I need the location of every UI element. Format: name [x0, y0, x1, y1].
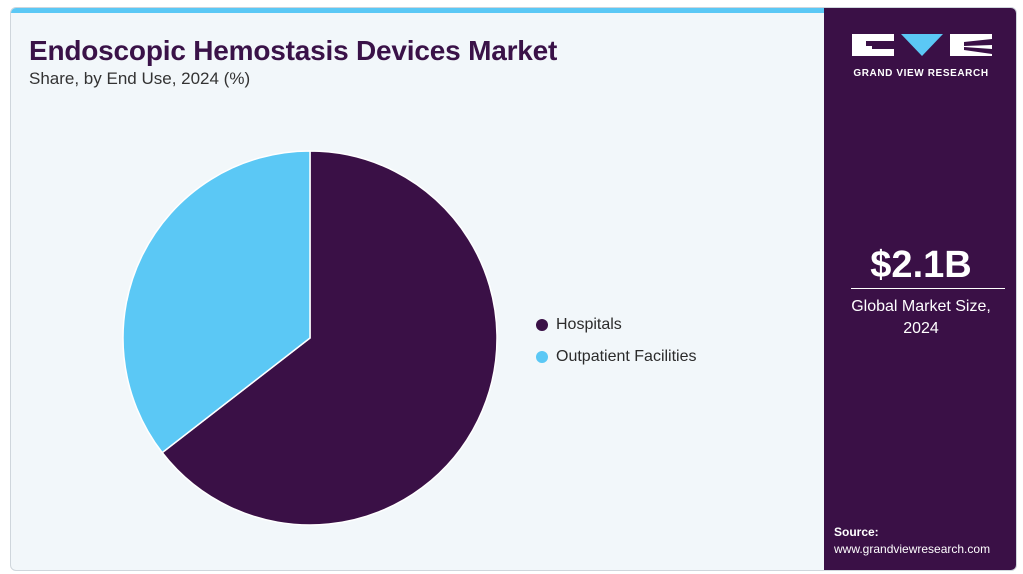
- source-url[interactable]: www.grandviewresearch.com: [834, 542, 991, 556]
- legend-swatch: [536, 319, 548, 331]
- legend-label: Hospitals: [556, 316, 622, 333]
- legend-swatch: [536, 351, 548, 363]
- chart-legend: Hospitals Outpatient Facilities: [536, 309, 697, 373]
- pie-slice-outpatient-facilities: [122, 150, 311, 454]
- chart-subtitle: Share, by End Use, 2024 (%): [29, 69, 251, 88]
- divider: [851, 288, 1005, 289]
- legend-label: Outpatient Facilities: [556, 348, 697, 365]
- brand-name: GRAND VIEW RESEARCH: [853, 68, 989, 79]
- chart-area: Endoscopic Hemostasis Devices Market Sha…: [11, 13, 824, 570]
- market-size-value: $2.1B: [870, 244, 972, 286]
- chart-title: Endoscopic Hemostasis Devices Market: [29, 35, 558, 66]
- legend-item: Hospitals: [536, 309, 697, 341]
- source-label: Source:: [834, 525, 879, 539]
- chart-card: Endoscopic Hemostasis Devices Market Sha…: [10, 7, 1017, 571]
- info-sidebar: GRAND VIEW RESEARCH $2.1B Global Market …: [824, 8, 1016, 570]
- market-size-label: Global Market Size, 2024: [851, 298, 991, 337]
- accent-top-bar: [11, 8, 824, 13]
- pie-slice-hospitals: [161, 150, 498, 526]
- pie-chart: [122, 150, 498, 526]
- legend-item: Outpatient Facilities: [536, 341, 697, 373]
- gvr-logo-icon: [852, 34, 992, 56]
